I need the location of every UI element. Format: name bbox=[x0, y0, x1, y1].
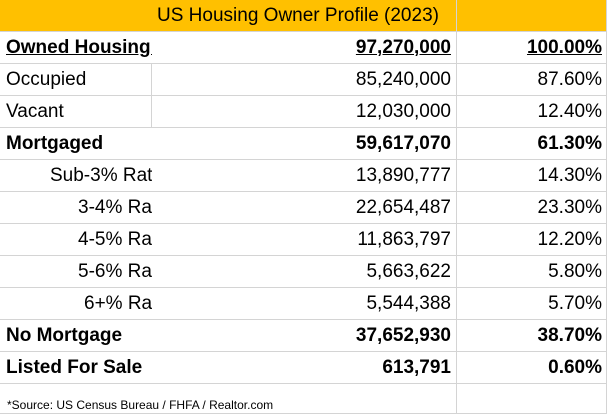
row-percent: 5.80% bbox=[548, 261, 602, 282]
value-cell[interactable]: 13,890,777 bbox=[152, 160, 457, 192]
value-cell[interactable]: 22,654,487 bbox=[152, 192, 457, 224]
percent-cell[interactable]: 14.30% bbox=[457, 160, 607, 192]
row-value: 11,863,797 bbox=[357, 229, 451, 250]
row-label: Occupied bbox=[6, 69, 87, 90]
row-label: Sub-3% Rate bbox=[50, 165, 152, 186]
row-label: 4-5% Rate bbox=[78, 229, 152, 250]
label-cell[interactable]: Occupied bbox=[0, 64, 152, 96]
label-cell[interactable]: Vacant bbox=[0, 96, 152, 128]
value-cell[interactable]: 5,663,622 bbox=[152, 256, 457, 288]
label-cell[interactable]: 4-5% Rate bbox=[0, 224, 152, 256]
table-row-6plus-rate: 6+% Rate 5,544,388 5.70% bbox=[0, 288, 607, 320]
row-value: 59,617,070 bbox=[355, 133, 451, 154]
row-percent: 14.30% bbox=[537, 165, 602, 186]
row-percent: 87.60% bbox=[537, 69, 602, 90]
title-cell-b[interactable] bbox=[152, 0, 457, 32]
value-cell[interactable]: 37,652,930 bbox=[152, 320, 457, 352]
value-cell[interactable]: 12,030,000 bbox=[152, 96, 457, 128]
value-cell[interactable]: 613,791 bbox=[152, 352, 457, 384]
percent-cell[interactable]: 5.70% bbox=[457, 288, 607, 320]
table-row-5-6-rate: 5-6% Rate 5,663,622 5.80% bbox=[0, 256, 607, 288]
row-percent: 12.20% bbox=[537, 229, 602, 250]
footnote-cell-c[interactable] bbox=[457, 384, 607, 414]
title-row: US Housing Owner Profile (2023) bbox=[0, 0, 607, 32]
table-row-4-5-rate: 4-5% Rate 11,863,797 12.20% bbox=[0, 224, 607, 256]
value-cell[interactable]: 5,544,388 bbox=[152, 288, 457, 320]
table-row-sub3-rate: Sub-3% Rate 13,890,777 14.30% bbox=[0, 160, 607, 192]
title-cell-c[interactable] bbox=[457, 0, 607, 32]
label-cell[interactable]: 5-6% Rate bbox=[0, 256, 152, 288]
label-cell[interactable]: Listed For Sale bbox=[0, 352, 152, 384]
row-value: 97,270,000 bbox=[355, 37, 451, 58]
sheet-title: US Housing Owner Profile (2023) bbox=[157, 5, 439, 26]
row-label: Mortgaged bbox=[6, 133, 104, 154]
row-label: Listed For Sale bbox=[6, 357, 143, 378]
percent-cell[interactable]: 5.80% bbox=[457, 256, 607, 288]
row-value: 5,663,622 bbox=[366, 261, 451, 282]
row-percent: 0.60% bbox=[548, 357, 602, 378]
row-label: Owned Housing Units bbox=[6, 37, 152, 58]
label-cell[interactable]: Sub-3% Rate bbox=[0, 160, 152, 192]
row-label: 6+% Rate bbox=[84, 293, 152, 314]
value-cell[interactable]: 59,617,070 bbox=[152, 128, 457, 160]
row-label: No Mortgage bbox=[6, 325, 123, 346]
table-row-vacant: Vacant 12,030,000 12.40% bbox=[0, 96, 607, 128]
footnote-row: *Source: US Census Bureau / FHFA / Realt… bbox=[0, 384, 607, 414]
table-row-occupied: Occupied 85,240,000 87.60% bbox=[0, 64, 607, 96]
row-percent: 5.70% bbox=[548, 293, 602, 314]
percent-cell[interactable]: 61.30% bbox=[457, 128, 607, 160]
row-value: 85,240,000 bbox=[355, 69, 451, 90]
label-cell[interactable]: No Mortgage bbox=[0, 320, 152, 352]
label-cell[interactable]: 6+% Rate bbox=[0, 288, 152, 320]
row-value: 12,030,000 bbox=[355, 101, 451, 122]
table-row-3-4-rate: 3-4% Rate 22,654,487 23.30% bbox=[0, 192, 607, 224]
row-value: 13,890,777 bbox=[355, 165, 451, 186]
value-cell[interactable]: 11,863,797 bbox=[152, 224, 457, 256]
table-row-owned-units: Owned Housing Units 97,270,000 100.00% bbox=[0, 32, 607, 64]
label-cell[interactable]: Owned Housing Units bbox=[0, 32, 152, 64]
percent-cell[interactable]: 12.40% bbox=[457, 96, 607, 128]
row-value: 613,791 bbox=[382, 357, 451, 378]
row-percent: 38.70% bbox=[537, 325, 602, 346]
row-value: 22,654,487 bbox=[355, 197, 451, 218]
percent-cell[interactable]: 0.60% bbox=[457, 352, 607, 384]
row-label: Vacant bbox=[6, 101, 64, 122]
source-footnote: *Source: US Census Bureau / FHFA / Realt… bbox=[7, 398, 274, 412]
value-cell[interactable]: 97,270,000 bbox=[152, 32, 457, 64]
row-value: 37,652,930 bbox=[355, 325, 451, 346]
table-row-mortgaged: Mortgaged 59,617,070 61.30% bbox=[0, 128, 607, 160]
percent-cell[interactable]: 23.30% bbox=[457, 192, 607, 224]
percent-cell[interactable]: 87.60% bbox=[457, 64, 607, 96]
percent-cell[interactable]: 38.70% bbox=[457, 320, 607, 352]
row-percent: 23.30% bbox=[537, 197, 602, 218]
row-label: 3-4% Rate bbox=[78, 197, 152, 218]
row-percent: 100.00% bbox=[526, 37, 602, 58]
percent-cell[interactable]: 100.00% bbox=[457, 32, 607, 64]
row-label: 5-6% Rate bbox=[78, 261, 152, 282]
title-cell-a[interactable] bbox=[0, 0, 152, 32]
table-row-listed-for-sale: Listed For Sale 613,791 0.60% bbox=[0, 352, 607, 384]
row-percent: 61.30% bbox=[537, 133, 602, 154]
label-cell[interactable]: Mortgaged bbox=[0, 128, 152, 160]
table-row-no-mortgage: No Mortgage 37,652,930 38.70% bbox=[0, 320, 607, 352]
value-cell[interactable]: 85,240,000 bbox=[152, 64, 457, 96]
row-value: 5,544,388 bbox=[366, 293, 451, 314]
row-percent: 12.40% bbox=[537, 101, 602, 122]
percent-cell[interactable]: 12.20% bbox=[457, 224, 607, 256]
label-cell[interactable]: 3-4% Rate bbox=[0, 192, 152, 224]
